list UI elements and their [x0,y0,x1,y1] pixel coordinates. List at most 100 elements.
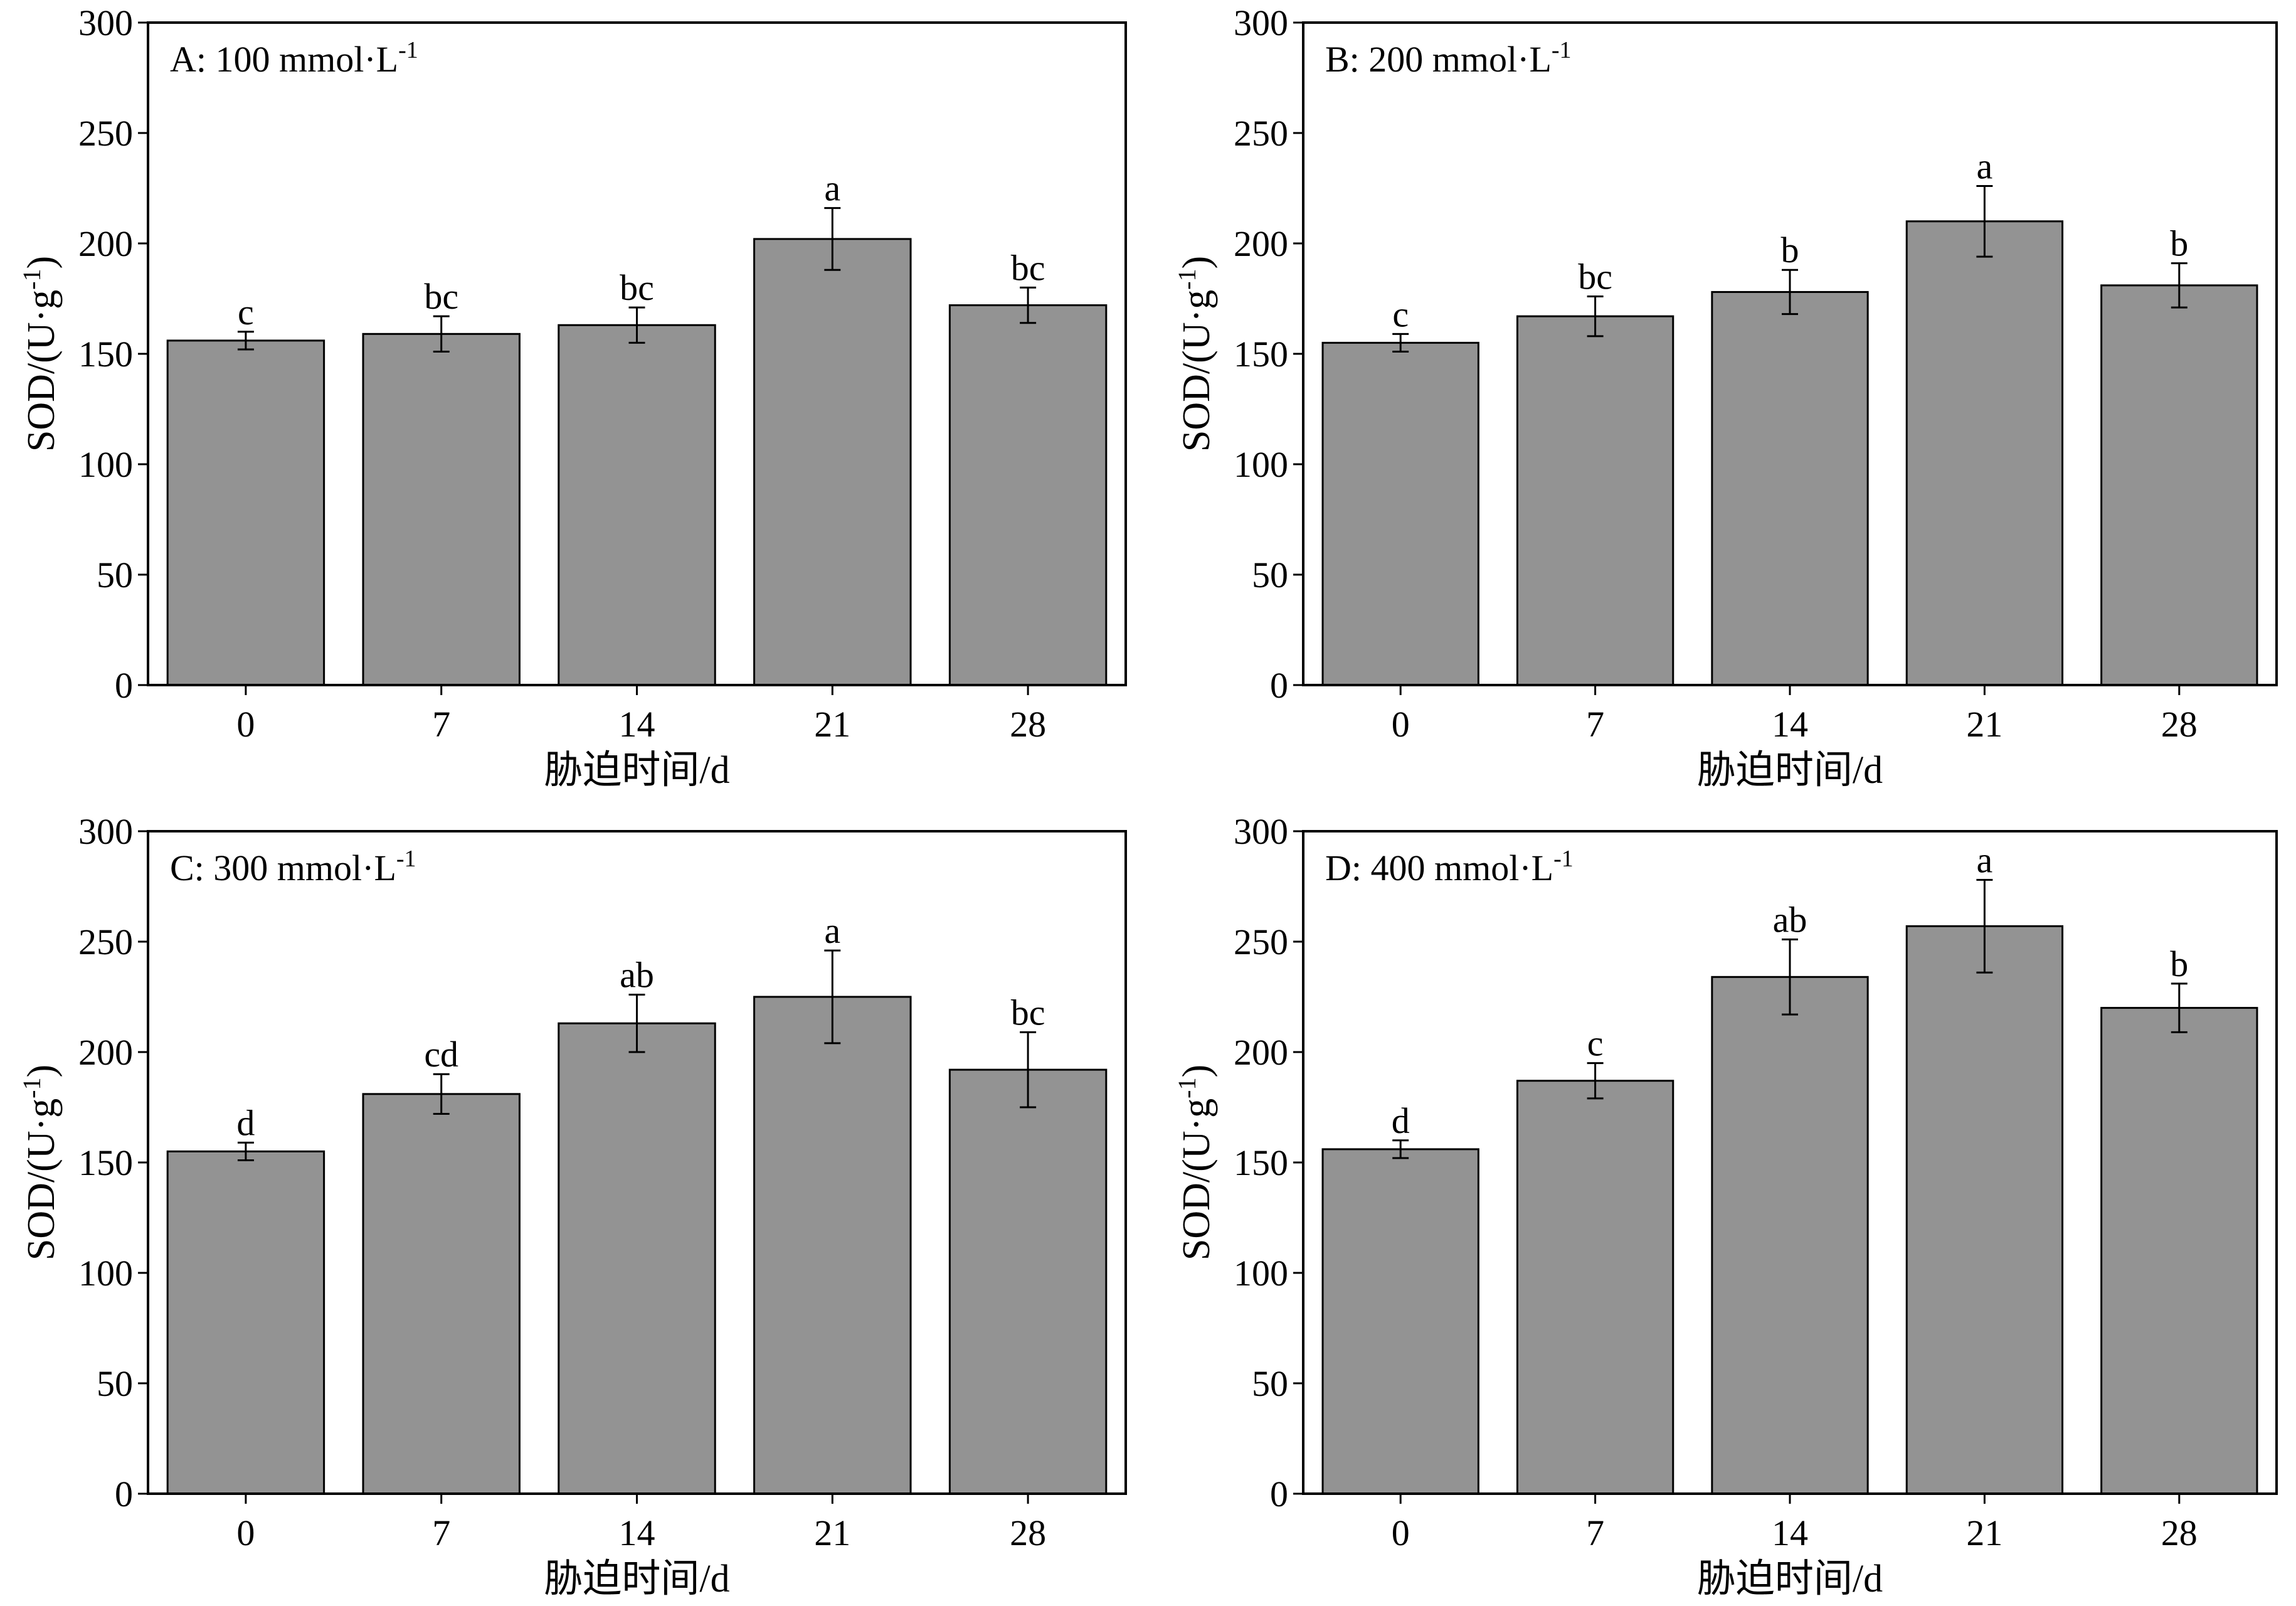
y-tick-label: 100 [1234,444,1288,485]
x-tick-label: 21 [814,1513,850,1553]
significance-letter: cd [424,1034,458,1075]
significance-letter: c [238,292,254,332]
x-tick-label: 0 [1392,1513,1410,1553]
significance-letter: bc [620,267,654,308]
significance-letter: c [1587,1023,1604,1064]
y-tick-label: 300 [1234,3,1288,43]
panel-title: A: 100 mmol·L-1 [170,37,418,80]
y-tick-label: 300 [78,3,133,43]
bar [753,238,912,686]
y-tick-label: 0 [1270,665,1288,706]
bar [2100,284,2258,686]
y-tick-label: 150 [1234,334,1288,375]
x-tick-label: 28 [2161,1513,2198,1553]
significance-letter: bc [424,276,458,317]
y-tick-label: 100 [78,444,133,485]
x-tick-label: 7 [1586,1513,1604,1553]
x-axis-title: 胁迫时间/d [544,1558,729,1600]
y-tick-label: 250 [78,113,133,154]
x-tick-label: 28 [1010,1513,1046,1553]
error-bar [824,949,841,1045]
y-tick-label: 50 [1252,555,1288,595]
error-bar [628,306,645,344]
panel-title: C: 300 mmol·L-1 [170,846,416,888]
y-tick-label: 0 [1270,1474,1288,1514]
x-tick-label: 28 [1010,704,1046,745]
error-bar [1587,295,1604,338]
error-bar [433,315,450,353]
y-tick-label: 150 [1234,1142,1288,1183]
chart-panel-1: c bc bc a bc 0 50 100 150 200 250 300 0 7 14 21 28 胁迫时间/d… [18,3,1127,792]
y-tick-label: 50 [97,1363,133,1404]
y-tick-label: 300 [78,811,133,852]
significance-letter: a [824,910,840,951]
x-tick-label: 0 [1392,704,1410,745]
significance-letter: bc [1578,256,1612,297]
significance-letter: d [236,1102,255,1143]
x-tick-label: 0 [236,704,255,745]
y-tick-label: 100 [1234,1253,1288,1294]
x-tick-label: 14 [1772,1513,1808,1553]
error-bar [237,1141,254,1161]
significance-letter: b [1781,230,1799,270]
x-tick-label: 14 [1772,704,1808,745]
significance-letter: ab [1773,899,1807,940]
y-tick-label: 250 [1234,113,1288,154]
bar [1905,925,2064,1495]
error-bar [1020,286,1037,324]
x-axis-title: 胁迫时间/d [544,749,729,792]
error-bar [433,1073,450,1115]
y-tick-label: 200 [1234,1032,1288,1073]
bar [362,1093,521,1495]
x-tick-label: 21 [1966,704,2002,745]
panel-title: B: 200 mmol·L-1 [1325,37,1572,80]
y-tick-label: 0 [115,1474,133,1514]
error-bar [1782,269,1798,316]
error-bar [1782,938,1798,1016]
y-tick-label: 300 [1234,811,1288,852]
y-tick-label: 200 [1234,223,1288,264]
y-tick-label: 250 [1234,922,1288,962]
x-tick-label: 14 [619,704,655,745]
error-bar [1976,878,1993,974]
x-tick-label: 7 [432,704,450,745]
y-axis-title: SOD/(U·g-1) [18,256,63,452]
bar [1711,290,1869,686]
bar [1516,315,1674,686]
y-tick-label: 100 [78,1253,133,1294]
error-bar [1976,184,1993,258]
significance-letter: a [1977,839,1993,880]
bar [1516,1080,1674,1495]
x-tick-label: 7 [432,1513,450,1553]
y-tick-label: 150 [78,334,133,375]
y-axis-title: SOD/(U·g-1) [1173,256,1218,452]
error-bar [628,993,645,1053]
error-bar [2171,982,2188,1033]
error-bar [1392,332,1409,353]
panel-title: D: 400 mmol·L-1 [1325,846,1574,888]
bar [558,1022,716,1495]
x-tick-label: 0 [236,1513,255,1553]
bar [2100,1007,2258,1495]
error-bar [1392,1139,1409,1159]
y-axis-title: SOD/(U·g-1) [18,1065,63,1260]
error-bar [237,331,254,351]
significance-letter: a [824,168,840,209]
bar [753,996,912,1495]
y-tick-label: 200 [78,223,133,264]
y-tick-label: 200 [78,1032,133,1073]
error-bar [2171,262,2188,309]
significance-letter: bc [1011,992,1045,1033]
error-bar [824,207,841,271]
y-tick-label: 250 [78,922,133,962]
y-tick-label: 50 [97,555,133,595]
x-tick-label: 28 [2161,704,2198,745]
significance-letter: a [1977,146,1993,186]
bar [1321,1148,1479,1495]
bar [166,339,325,686]
significance-letter: b [2170,944,2188,984]
bar [1321,341,1479,686]
bar [948,1068,1108,1495]
x-tick-label: 21 [814,704,850,745]
